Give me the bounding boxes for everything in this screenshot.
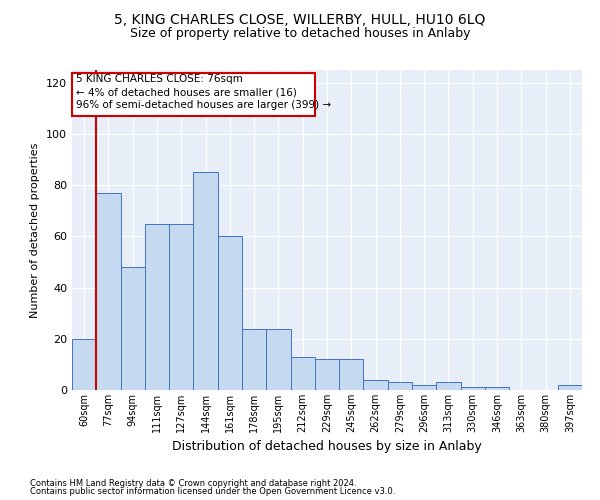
Bar <box>218 236 242 390</box>
Bar <box>485 388 509 390</box>
Bar <box>193 172 218 390</box>
Bar <box>145 224 169 390</box>
Bar <box>436 382 461 390</box>
Bar <box>558 385 582 390</box>
Bar <box>121 267 145 390</box>
Bar <box>364 380 388 390</box>
Bar <box>266 328 290 390</box>
Bar <box>290 356 315 390</box>
Text: Contains public sector information licensed under the Open Government Licence v3: Contains public sector information licen… <box>30 487 395 496</box>
Bar <box>73 72 315 116</box>
Bar <box>412 385 436 390</box>
Bar <box>96 193 121 390</box>
Bar <box>315 360 339 390</box>
Bar <box>388 382 412 390</box>
Bar <box>242 328 266 390</box>
Bar <box>72 339 96 390</box>
Bar <box>339 360 364 390</box>
X-axis label: Distribution of detached houses by size in Anlaby: Distribution of detached houses by size … <box>172 440 482 454</box>
Text: Contains HM Land Registry data © Crown copyright and database right 2024.: Contains HM Land Registry data © Crown c… <box>30 478 356 488</box>
Bar <box>461 388 485 390</box>
Text: 5, KING CHARLES CLOSE, WILLERBY, HULL, HU10 6LQ: 5, KING CHARLES CLOSE, WILLERBY, HULL, H… <box>115 12 485 26</box>
Bar <box>169 224 193 390</box>
Y-axis label: Number of detached properties: Number of detached properties <box>31 142 40 318</box>
Text: 5 KING CHARLES CLOSE: 76sqm
← 4% of detached houses are smaller (16)
96% of semi: 5 KING CHARLES CLOSE: 76sqm ← 4% of deta… <box>76 74 331 110</box>
Text: Size of property relative to detached houses in Anlaby: Size of property relative to detached ho… <box>130 28 470 40</box>
